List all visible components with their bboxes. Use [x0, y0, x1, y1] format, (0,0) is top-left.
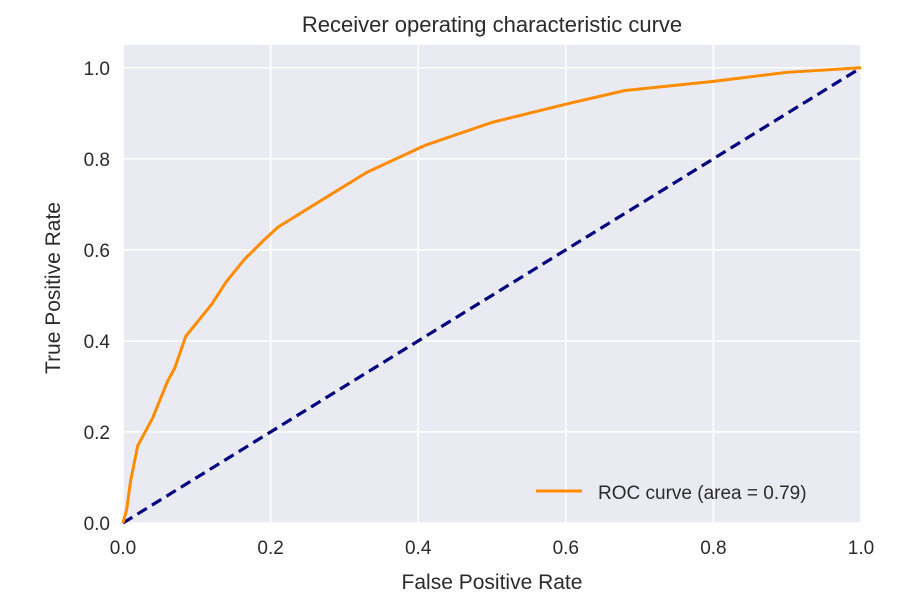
y-tick-label: 0.8	[84, 150, 110, 171]
legend-label-roc: ROC curve (area = 0.79)	[598, 483, 807, 504]
roc-curve-line	[121, 66, 862, 524]
x-tick-label: 0.2	[257, 538, 283, 559]
y-axis-label: True Positive Rate	[42, 202, 65, 374]
series-layer	[121, 66, 862, 525]
y-tick-label: 1.0	[84, 59, 110, 80]
legend: ROC curve (area = 0.79)	[536, 483, 807, 504]
tick-layer: 0.0 0.2 0.4 0.6 0.8 1.0 0.0 0.2 0.4 0.6 0.8 1.0	[84, 59, 875, 559]
y-tick-label: 0.2	[84, 423, 110, 444]
y-tick-label: 0.6	[84, 241, 110, 262]
plot-background	[123, 45, 861, 523]
grid-layer	[122, 45, 862, 524]
x-tick-label: 0.8	[700, 538, 726, 559]
x-tick-label: 0.6	[553, 538, 579, 559]
x-tick-label: 0.0	[110, 538, 136, 559]
chart-title: Receiver operating characteristic curve	[302, 12, 682, 37]
x-tick-label: 1.0	[848, 538, 874, 559]
diagonal-reference-line	[122, 66, 862, 525]
x-tick-label: 0.4	[405, 538, 432, 559]
y-tick-label: 0.4	[84, 332, 111, 353]
y-tick-label: 0.0	[84, 514, 110, 535]
x-axis-label: False Positive Rate	[402, 571, 583, 594]
